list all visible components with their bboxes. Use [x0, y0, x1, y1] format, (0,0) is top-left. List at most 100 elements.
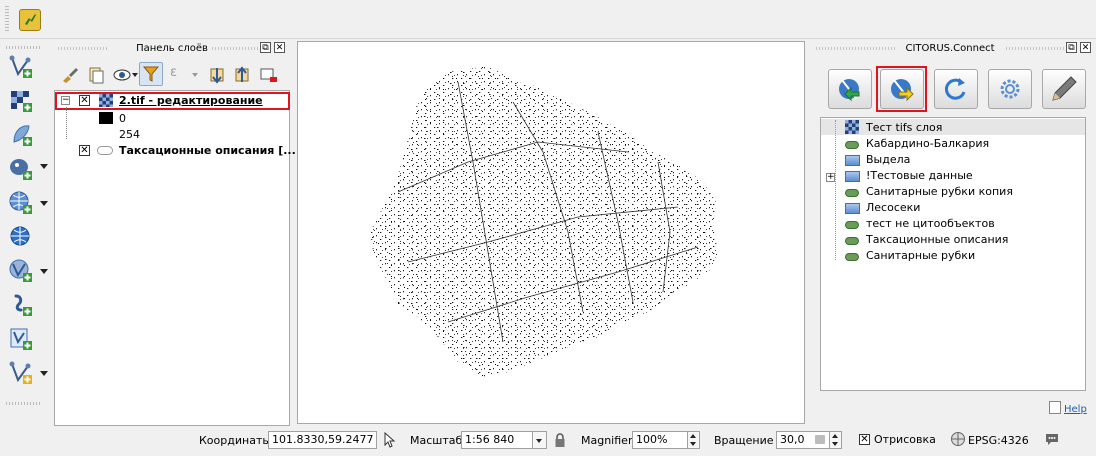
scale-combobox[interactable]: 1:56 840: [461, 431, 533, 449]
edit-button[interactable]: [1042, 69, 1086, 109]
add-spatialite-layer-icon[interactable]: [8, 292, 34, 318]
raster-icon: [845, 120, 859, 134]
float-panel-icon[interactable]: ⧉: [260, 42, 271, 53]
chevron-down-icon[interactable]: [192, 73, 198, 77]
chevron-down-icon: [832, 442, 838, 446]
export-layer-button[interactable]: [880, 69, 924, 109]
coordinates-label: Координаты: [199, 434, 272, 447]
remove-layer-icon[interactable]: [258, 65, 278, 85]
add-wcs-layer-icon[interactable]: [8, 224, 34, 250]
list-item-label[interactable]: Кабардино-Балкария: [866, 137, 990, 150]
chevron-down-icon[interactable]: [40, 164, 48, 169]
plugin-hand-icon[interactable]: [19, 9, 41, 31]
layer-list: Тест tifs слоя Кабардино-Балкария Выдела…: [820, 117, 1086, 391]
list-item-label[interactable]: Санитарные рубки копия: [866, 185, 1013, 198]
list-item-label[interactable]: Таксационные описания: [866, 233, 1009, 246]
render-checkbox[interactable]: ✕: [859, 434, 870, 445]
layer-visibility-checkbox[interactable]: ✕: [79, 95, 90, 106]
crs-icon[interactable]: [950, 431, 966, 447]
folder-icon: [845, 203, 860, 214]
chevron-down-icon: [536, 439, 542, 443]
polygon-layer-icon: [97, 146, 113, 155]
close-icon[interactable]: ✕: [274, 42, 285, 53]
toolbar-grip: [6, 402, 42, 405]
collapse-toggle-icon[interactable]: −: [61, 95, 70, 105]
citorus-panel-title: CITORUS.Connect: [905, 43, 995, 54]
layer-visibility-checkbox[interactable]: ✕: [79, 145, 90, 156]
messages-icon[interactable]: [1044, 432, 1060, 446]
vector-icon: [845, 237, 859, 245]
crs-label[interactable]: EPSG:4326: [968, 434, 1029, 447]
expand-toggle-icon[interactable]: +: [826, 172, 835, 182]
layers-panel-title: Панель слоёв: [136, 43, 208, 54]
clear-field-icon[interactable]: [815, 435, 825, 444]
float-panel-icon[interactable]: ⧉: [1066, 42, 1077, 53]
mouse-pointer-icon[interactable]: [381, 431, 399, 449]
raster-layer-icon: [99, 94, 113, 107]
rotation-spinner[interactable]: [830, 431, 842, 449]
layer-name[interactable]: 2.tif - редактирование: [119, 94, 263, 107]
legend-swatch-black: [99, 112, 113, 124]
chevron-down-icon: [690, 442, 696, 446]
render-label: Отрисовка: [874, 433, 936, 446]
layers-panel: Панель слоёв ⧉ ✕ ε − ✕ 2.tif - редактиро…: [52, 40, 296, 426]
collapse-all-icon[interactable]: [232, 65, 252, 85]
chevron-up-icon: [832, 434, 838, 438]
tree-connector: [835, 120, 837, 260]
lock-icon[interactable]: [554, 432, 566, 448]
list-item-label[interactable]: Тест tifs слоя: [866, 121, 943, 134]
chevron-down-icon[interactable]: [40, 201, 48, 206]
scale-dropdown-button[interactable]: [533, 431, 547, 449]
chevron-down-icon[interactable]: [132, 73, 138, 77]
scale-label: Масштаб: [410, 434, 463, 447]
raster-map-image: [370, 66, 718, 377]
add-vector-layer-icon[interactable]: [8, 54, 34, 80]
refresh-button[interactable]: [934, 69, 978, 109]
eye-icon[interactable]: [112, 65, 132, 85]
filter-icon[interactable]: [139, 62, 163, 86]
list-item-label[interactable]: Лесосеки: [866, 201, 921, 214]
add-wms-layer-icon[interactable]: [8, 190, 34, 216]
toolbar-grip: [5, 6, 9, 32]
add-postgis-layer-icon[interactable]: [8, 156, 34, 182]
chevron-down-icon[interactable]: [40, 371, 48, 376]
new-vector-layer-icon[interactable]: [8, 360, 34, 386]
add-delimited-text-icon[interactable]: [8, 122, 34, 148]
list-item-label[interactable]: тест не цитообъектов: [866, 217, 995, 230]
import-layer-button[interactable]: [828, 69, 872, 109]
left-toolbar: [0, 40, 52, 456]
add-group-icon[interactable]: [86, 65, 106, 85]
rotation-label: Вращение: [714, 434, 774, 447]
chevron-up-icon: [690, 434, 696, 438]
list-item-label[interactable]: Санитарные рубки: [866, 249, 976, 262]
close-icon[interactable]: ✕: [1080, 42, 1091, 53]
expand-all-icon[interactable]: [207, 65, 227, 85]
magnifier-spinner[interactable]: [688, 431, 700, 449]
settings-button[interactable]: [988, 69, 1032, 109]
vector-icon: [845, 221, 859, 229]
map-canvas[interactable]: [297, 41, 805, 424]
panel-title-grip: [816, 47, 896, 50]
chevron-down-icon[interactable]: [40, 269, 48, 274]
new-shapefile-layer-icon[interactable]: [8, 326, 34, 352]
tree-connector: [66, 107, 68, 139]
layer-name[interactable]: Таксационные описания [...: [119, 144, 296, 157]
folder-icon: [845, 155, 860, 166]
list-item-label[interactable]: !Тестовые данные: [866, 169, 973, 182]
vector-icon: [845, 141, 859, 149]
help-link[interactable]: Help: [1064, 404, 1087, 415]
status-bar: Координаты 101.8330,59.2477 Масштаб 1:56…: [0, 427, 1096, 456]
help-icon: [1049, 401, 1061, 414]
filter-expression-icon[interactable]: ε: [170, 65, 178, 80]
magnifier-field[interactable]: 100%: [632, 431, 688, 449]
add-wfs-layer-icon[interactable]: [8, 258, 34, 284]
list-item-label[interactable]: Выдела: [866, 153, 911, 166]
toolbar-grip: [6, 46, 42, 49]
paint-style-icon[interactable]: [60, 65, 80, 85]
forest-area-raster: [370, 66, 718, 377]
add-raster-layer-icon[interactable]: [8, 88, 34, 114]
panel-title-grip: [58, 47, 108, 50]
coordinates-field[interactable]: 101.8330,59.2477: [268, 431, 377, 449]
vector-icon: [845, 189, 859, 197]
legend-value: 0: [119, 112, 126, 125]
